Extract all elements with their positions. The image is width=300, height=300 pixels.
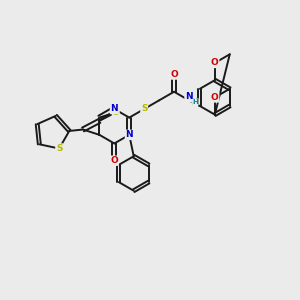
Text: N: N bbox=[185, 92, 193, 101]
Text: H: H bbox=[193, 99, 198, 105]
Text: O: O bbox=[211, 58, 219, 68]
Text: S: S bbox=[141, 104, 147, 113]
Text: N: N bbox=[125, 130, 133, 139]
Text: N: N bbox=[110, 104, 118, 113]
Text: S: S bbox=[112, 108, 119, 117]
Text: H: H bbox=[192, 98, 198, 107]
Text: S: S bbox=[56, 144, 62, 153]
Text: O: O bbox=[211, 93, 219, 102]
Text: O: O bbox=[170, 70, 178, 79]
Text: O: O bbox=[110, 156, 118, 165]
Text: N: N bbox=[185, 92, 193, 101]
